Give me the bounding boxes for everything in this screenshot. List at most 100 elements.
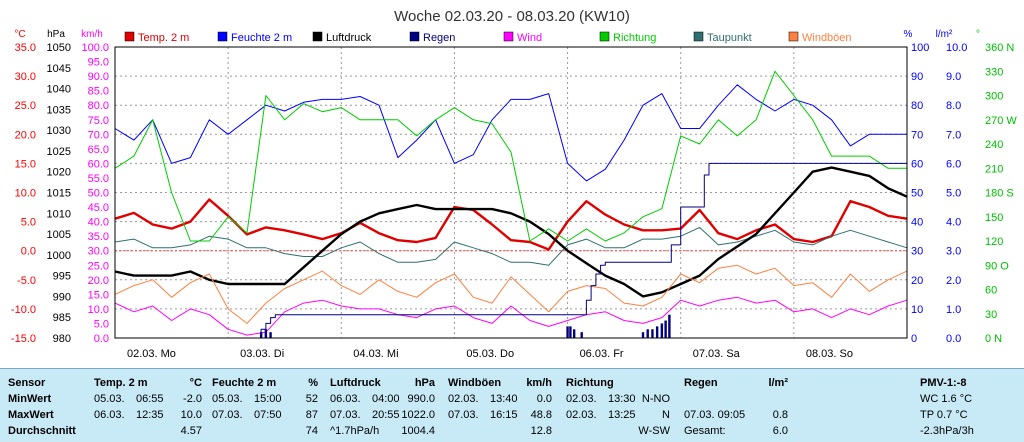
x-tick-label: 08.03. So xyxy=(806,348,853,360)
stats-pressure-max-value: 1022.0 xyxy=(401,409,435,421)
stats-rain-max-date: 07.03. 09:05 xyxy=(684,409,746,421)
axis-tick-temp: 30.0 xyxy=(15,71,36,83)
series-line-temp-2-m xyxy=(114,198,908,251)
series-line-luftdruck xyxy=(114,166,908,298)
axis-tick-direction: 240 xyxy=(985,139,1003,151)
stats-pressure-header: Luftdruck xyxy=(330,377,381,389)
stats-rain-header: Regen xyxy=(684,377,718,389)
axis-tick-rain: 4.0 xyxy=(946,217,961,229)
axis-tick-labels: 35.0 30.0 25.0 20.0 15.0 10.0 5.0 0.0 -5.0 -10.0 -… xyxy=(11,29,1017,360)
axis-tick-temp: 5.0 xyxy=(21,217,36,229)
axis-tick-wind: 100.0 xyxy=(81,42,109,54)
legend-label: Taupunkt xyxy=(707,32,752,44)
axis-tick-direction: 0 N xyxy=(985,333,1002,345)
axis-tick-pressure: 980 xyxy=(53,333,71,345)
axis-unit-direction: ° xyxy=(976,29,980,40)
axis-tick-direction: 120 xyxy=(985,236,1003,248)
stats-sensor-header: Sensor xyxy=(8,377,46,389)
series-line-taupunkt xyxy=(114,226,908,266)
axis-unit-rain: l/m² xyxy=(936,29,953,40)
legend-swatch xyxy=(788,31,799,42)
x-tick-label: 04.03. Mi xyxy=(353,348,398,360)
axis-tick-pressure: 985 xyxy=(53,312,71,324)
stats-pressure-max-time: 20:55 xyxy=(372,409,400,421)
axis-tick-wind: 30.0 xyxy=(88,246,109,258)
stats-humidity-header: Feuchte 2 m xyxy=(212,377,277,389)
axis-tick-pressure: 1035 xyxy=(47,104,71,116)
axis-tick-pressure: 1045 xyxy=(47,63,71,75)
rain-bar xyxy=(668,314,671,338)
legend-swatch xyxy=(693,31,704,42)
axis-tick-temp: 0.0 xyxy=(21,246,36,258)
stats-humidity-min-time: 15:00 xyxy=(254,393,282,405)
axis-tick-temp: -5.0 xyxy=(17,275,36,287)
axis-tick-pressure: 1050 xyxy=(47,42,71,54)
axis-tick-humidity: 20 xyxy=(911,275,923,287)
axis-tick-wind: 55.0 xyxy=(88,173,109,185)
stats-temp-max-date: 06.03. xyxy=(94,409,125,421)
axis-tick-wind: 15.0 xyxy=(88,289,109,301)
axis-tick-humidity: 60 xyxy=(911,158,923,170)
axis-tick-wind: 50.0 xyxy=(88,188,109,200)
stats-pressure-min-date: 06.03. xyxy=(330,393,361,405)
stats-gusts-header: Windböen xyxy=(448,377,502,389)
axis-tick-wind: 65.0 xyxy=(88,144,109,156)
stats-gusts-min-date: 02.03. xyxy=(448,393,479,405)
axis-tick-pressure: 1030 xyxy=(47,125,71,137)
axis-tick-direction: 270 W xyxy=(985,115,1017,127)
axis-tick-pressure: 1015 xyxy=(47,188,71,200)
stats-gusts-max-time: 16:15 xyxy=(490,409,518,421)
stats-gusts-max-value: 48.8 xyxy=(530,409,552,421)
axis-tick-rain: 9.0 xyxy=(946,71,961,83)
axis-tick-rain: 8.0 xyxy=(946,100,961,112)
axis-tick-humidity: 0 xyxy=(911,333,917,345)
stats-temp-unit: °C xyxy=(189,377,202,389)
stats-humidity-min-date: 05.03. xyxy=(212,393,243,405)
stats-humidity-unit: % xyxy=(308,377,318,389)
axis-tick-wind: 35.0 xyxy=(88,231,109,243)
stats-temp-max-time: 12:35 xyxy=(136,409,164,421)
stats-gusts-max-date: 07.03. xyxy=(448,409,479,421)
axis-tick-pressure: 990 xyxy=(53,291,71,303)
stats-row-min: MinWert xyxy=(8,393,52,405)
axis-tick-wind: 95.0 xyxy=(88,57,109,69)
stats-pmv-dewpoint: TP 0.7 °C xyxy=(920,409,968,421)
stats-direction-max-value: N xyxy=(662,409,670,421)
stats-pressure-max-date: 07.03. xyxy=(330,409,361,421)
axis-tick-wind: 90.0 xyxy=(88,71,109,83)
axis-tick-humidity: 90 xyxy=(911,71,923,83)
axis-tick-rain: 7.0 xyxy=(946,129,961,141)
rain-bar xyxy=(259,332,263,338)
stats-humidity-max-date: 07.03. xyxy=(212,409,243,421)
axis-tick-direction: 150 xyxy=(985,212,1003,224)
axis-tick-direction: 30 xyxy=(985,309,997,321)
stats-humidity-min-value: 52 xyxy=(305,393,318,405)
stats-humidity-max-value: 87 xyxy=(305,409,318,421)
axis-tick-temp: 20.0 xyxy=(15,129,36,141)
chart-title: Woche 02.03.20 - 08.03.20 (KW10) xyxy=(394,8,630,25)
stats-rain-unit: l/m² xyxy=(768,377,788,389)
x-tick-label: 06.03. Fr xyxy=(580,348,624,360)
axis-tick-rain: 2.0 xyxy=(946,275,961,287)
rain-bar xyxy=(569,326,572,338)
axis-tick-direction: 90 O xyxy=(985,260,1009,272)
series-line-richtung xyxy=(114,70,907,242)
legend-label: Feuchte 2 m xyxy=(231,32,292,44)
x-tick-label: 05.03. Do xyxy=(466,348,514,360)
stats-direction-min-value: N-NO xyxy=(641,393,670,405)
legend-label: Regen xyxy=(423,32,455,44)
stats-row-avg: Durchschnitt xyxy=(8,425,76,437)
stats-temp-avg-value: 4.57 xyxy=(180,425,202,437)
axis-tick-rain: 10.0 xyxy=(946,42,967,54)
axis-tick-temp: 15.0 xyxy=(15,158,36,170)
axis-tick-pressure: 1010 xyxy=(47,208,71,220)
axis-unit-temp: °C xyxy=(14,29,25,40)
stats-direction-min-time: 13:30 xyxy=(608,393,636,405)
axis-tick-humidity: 70 xyxy=(911,129,923,141)
stats-gusts-min-time: 13:40 xyxy=(490,393,518,405)
weather-chart: Woche 02.03.20 - 08.03.20 (KW10) 35.0 30.… xyxy=(10,8,1018,360)
stats-gusts-min-value: 0.0 xyxy=(536,393,552,405)
rain-bar xyxy=(646,329,649,338)
axis-tick-rain: 0.0 xyxy=(946,333,961,345)
axis-unit-wind: km/h xyxy=(81,29,103,40)
